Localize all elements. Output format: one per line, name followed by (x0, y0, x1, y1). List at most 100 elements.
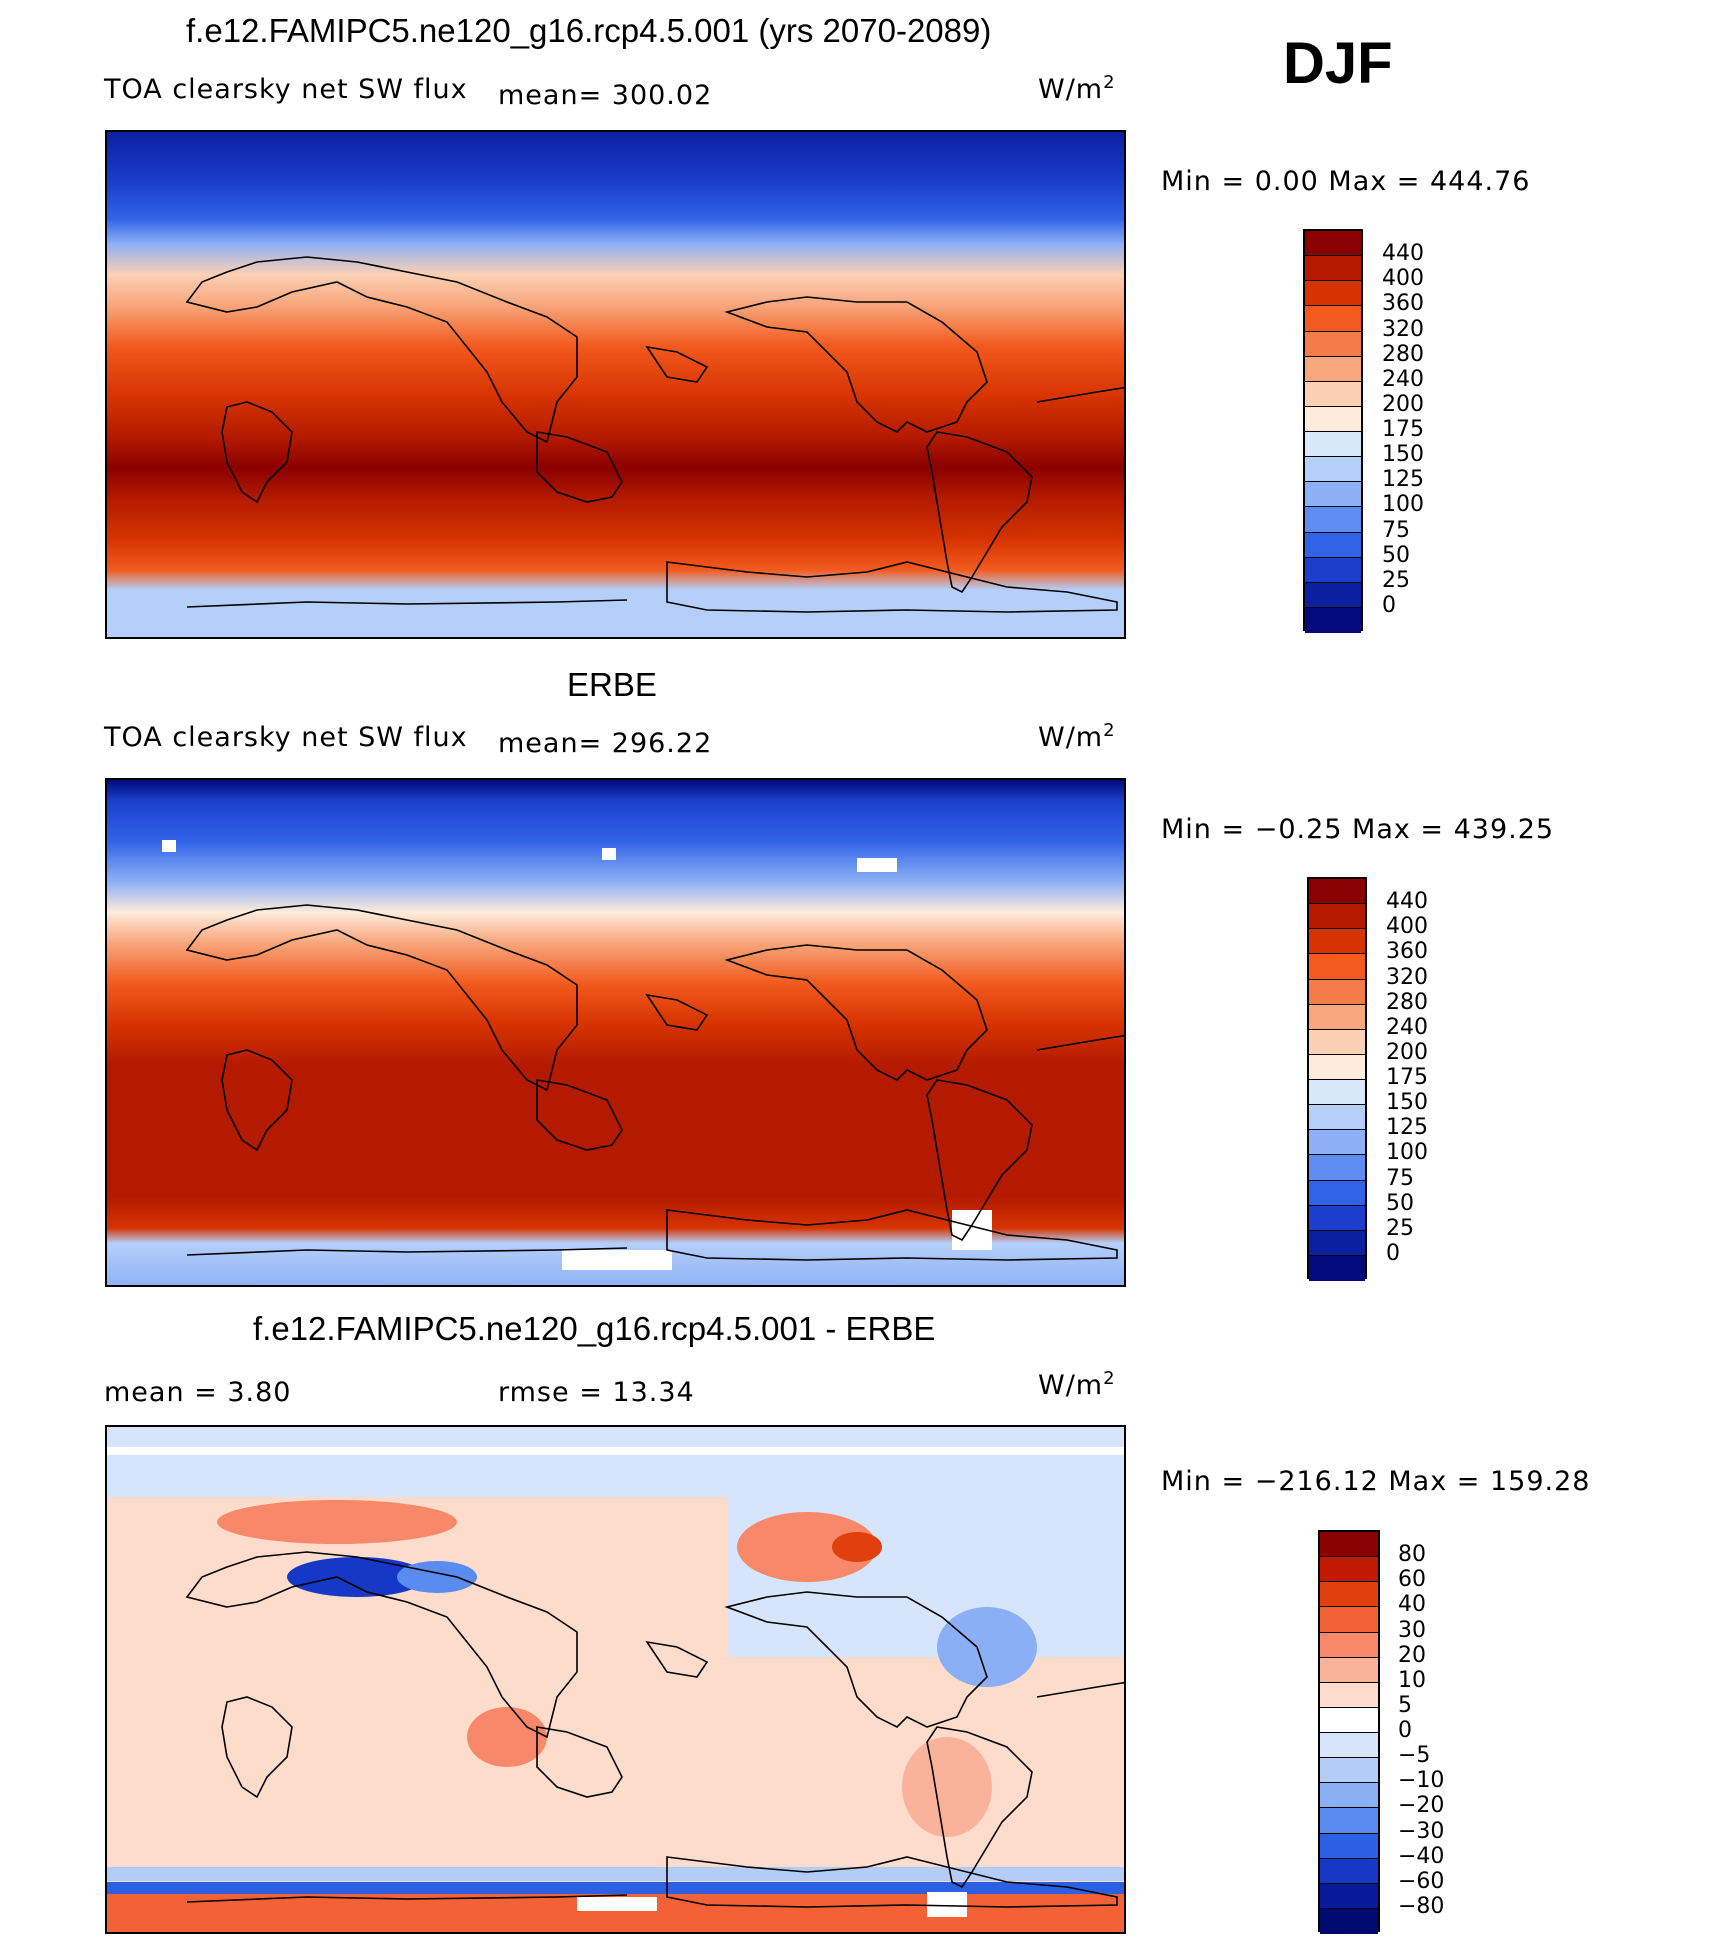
colorbar-swatch (1309, 954, 1365, 980)
colorbar-tick-label: −5 (1398, 1743, 1431, 1769)
colorbar-tick-label: 200 (1382, 391, 1424, 417)
panel2-mean: mean= 296.22 (498, 728, 713, 759)
colorbar-swatch (1309, 1029, 1365, 1055)
colorbar-swatch (1309, 879, 1365, 905)
colorbar-swatch (1305, 507, 1361, 533)
colorbar-tick-label: 0 (1386, 1240, 1400, 1266)
colorbar-tick-label: 125 (1386, 1115, 1428, 1141)
colorbar-tick-label: −60 (1398, 1868, 1445, 1894)
colorbar-tick-label: 0 (1382, 592, 1396, 618)
season-label: DJF (1283, 31, 1393, 96)
colorbar-tick-label: 75 (1386, 1165, 1414, 1191)
colorbar-tick-label: 60 (1398, 1567, 1426, 1593)
panel1-title: f.e12.FAMIPC5.ne120_g16.rcp4.5.001 (yrs … (186, 12, 992, 49)
colorbar-swatch (1320, 1632, 1378, 1658)
colorbar-tick-label: 320 (1382, 316, 1424, 342)
panel1-map-svg (107, 132, 1124, 637)
panel1-map (105, 130, 1126, 639)
colorbar-swatch (1320, 1532, 1378, 1558)
colorbar-swatch (1309, 1155, 1365, 1181)
colorbar-swatch (1320, 1858, 1378, 1884)
panel2-variable: TOA clearsky net SW flux (104, 722, 468, 753)
colorbar-swatch (1320, 1808, 1378, 1834)
colorbar-tick-label: 440 (1382, 241, 1424, 267)
colorbar-tick-label: 25 (1382, 567, 1410, 593)
panel1-mean: mean= 300.02 (498, 80, 713, 111)
colorbar-swatch (1309, 1255, 1365, 1281)
panel3-rmse: rmse = 13.34 (498, 1377, 695, 1408)
colorbar-swatch (1305, 532, 1361, 558)
colorbar-tick-label: 50 (1382, 542, 1410, 568)
colorbar-swatch (1309, 929, 1365, 955)
colorbar-tick-label: 25 (1386, 1215, 1414, 1241)
colorbar-swatch (1309, 1180, 1365, 1206)
colorbar-swatch (1320, 1657, 1378, 1683)
colorbar-swatch (1305, 306, 1361, 332)
panel1-colorbar (1303, 229, 1363, 633)
colorbar-tick-label: 5 (1398, 1692, 1412, 1718)
panel3-minmax: Min = −216.12 Max = 159.28 (1161, 1466, 1591, 1497)
colorbar-swatch (1305, 331, 1361, 357)
colorbar-swatch (1305, 356, 1361, 382)
colorbar-tick-label: 80 (1398, 1542, 1426, 1568)
colorbar-tick-label: 20 (1398, 1642, 1426, 1668)
panel3-mean: mean = 3.80 (104, 1377, 292, 1408)
colorbar-tick-label: 175 (1382, 417, 1424, 442)
colorbar-swatch (1320, 1707, 1378, 1733)
colorbar-swatch (1320, 1557, 1378, 1583)
colorbar-swatch (1305, 582, 1361, 608)
panel2-units: W/m2 (1038, 720, 1116, 753)
colorbar-tick-label: 175 (1386, 1065, 1428, 1090)
colorbar-tick-label: 75 (1382, 517, 1410, 543)
colorbar-swatch (1305, 281, 1361, 307)
colorbar-swatch (1320, 1833, 1378, 1859)
colorbar-tick-label: −20 (1398, 1793, 1445, 1819)
colorbar-tick-label: −40 (1398, 1843, 1445, 1869)
colorbar-tick-label: 40 (1398, 1592, 1426, 1618)
colorbar-swatch (1305, 432, 1361, 458)
colorbar-tick-label: 150 (1382, 442, 1424, 468)
colorbar-swatch (1305, 482, 1361, 508)
colorbar-tick-label: 10 (1398, 1667, 1426, 1693)
colorbar-swatch (1320, 1908, 1378, 1934)
panel2-title: ERBE (567, 666, 657, 703)
colorbar-swatch (1305, 607, 1361, 633)
panel2-colorbar (1307, 877, 1367, 1281)
colorbar-swatch (1309, 1054, 1365, 1080)
colorbar-tick-label: 0 (1398, 1718, 1412, 1743)
panel3-map-svg (107, 1427, 1124, 1932)
panel3-title: f.e12.FAMIPC5.ne120_g16.rcp4.5.001 - ERB… (253, 1310, 936, 1347)
colorbar-tick-label: 440 (1386, 889, 1428, 915)
colorbar-swatch (1305, 231, 1361, 257)
colorbar-tick-label: 280 (1386, 989, 1428, 1015)
colorbar-swatch (1320, 1883, 1378, 1909)
colorbar-swatch (1320, 1758, 1378, 1784)
colorbar-tick-label: −80 (1398, 1893, 1445, 1919)
colorbar-swatch (1309, 1130, 1365, 1156)
panel3-colorbar (1318, 1530, 1380, 1934)
colorbar-tick-label: 400 (1382, 266, 1424, 292)
panel1-minmax: Min = 0.00 Max = 444.76 (1161, 166, 1531, 197)
colorbar-tick-label: 200 (1386, 1039, 1428, 1065)
colorbar-tick-label: 30 (1398, 1617, 1426, 1643)
panel2-minmax: Min = −0.25 Max = 439.25 (1161, 814, 1555, 845)
colorbar-tick-label: 360 (1382, 291, 1424, 317)
colorbar-swatch (1309, 1004, 1365, 1030)
colorbar-tick-label: 280 (1382, 341, 1424, 367)
panel1-variable: TOA clearsky net SW flux (104, 74, 468, 105)
colorbar-swatch (1320, 1783, 1378, 1809)
colorbar-tick-label: 240 (1386, 1014, 1428, 1040)
colorbar-tick-label: 400 (1386, 914, 1428, 940)
panel3-units: W/m2 (1038, 1368, 1116, 1401)
colorbar-tick-label: 100 (1386, 1140, 1428, 1166)
colorbar-tick-label: 320 (1386, 964, 1428, 990)
colorbar-swatch (1305, 406, 1361, 432)
panel1-units: W/m2 (1038, 72, 1116, 105)
colorbar-swatch (1320, 1607, 1378, 1633)
colorbar-swatch (1309, 1230, 1365, 1256)
colorbar-tick-label: 240 (1382, 366, 1424, 392)
colorbar-swatch (1309, 1205, 1365, 1231)
colorbar-swatch (1320, 1733, 1378, 1759)
colorbar-swatch (1309, 904, 1365, 930)
colorbar-swatch (1305, 256, 1361, 282)
